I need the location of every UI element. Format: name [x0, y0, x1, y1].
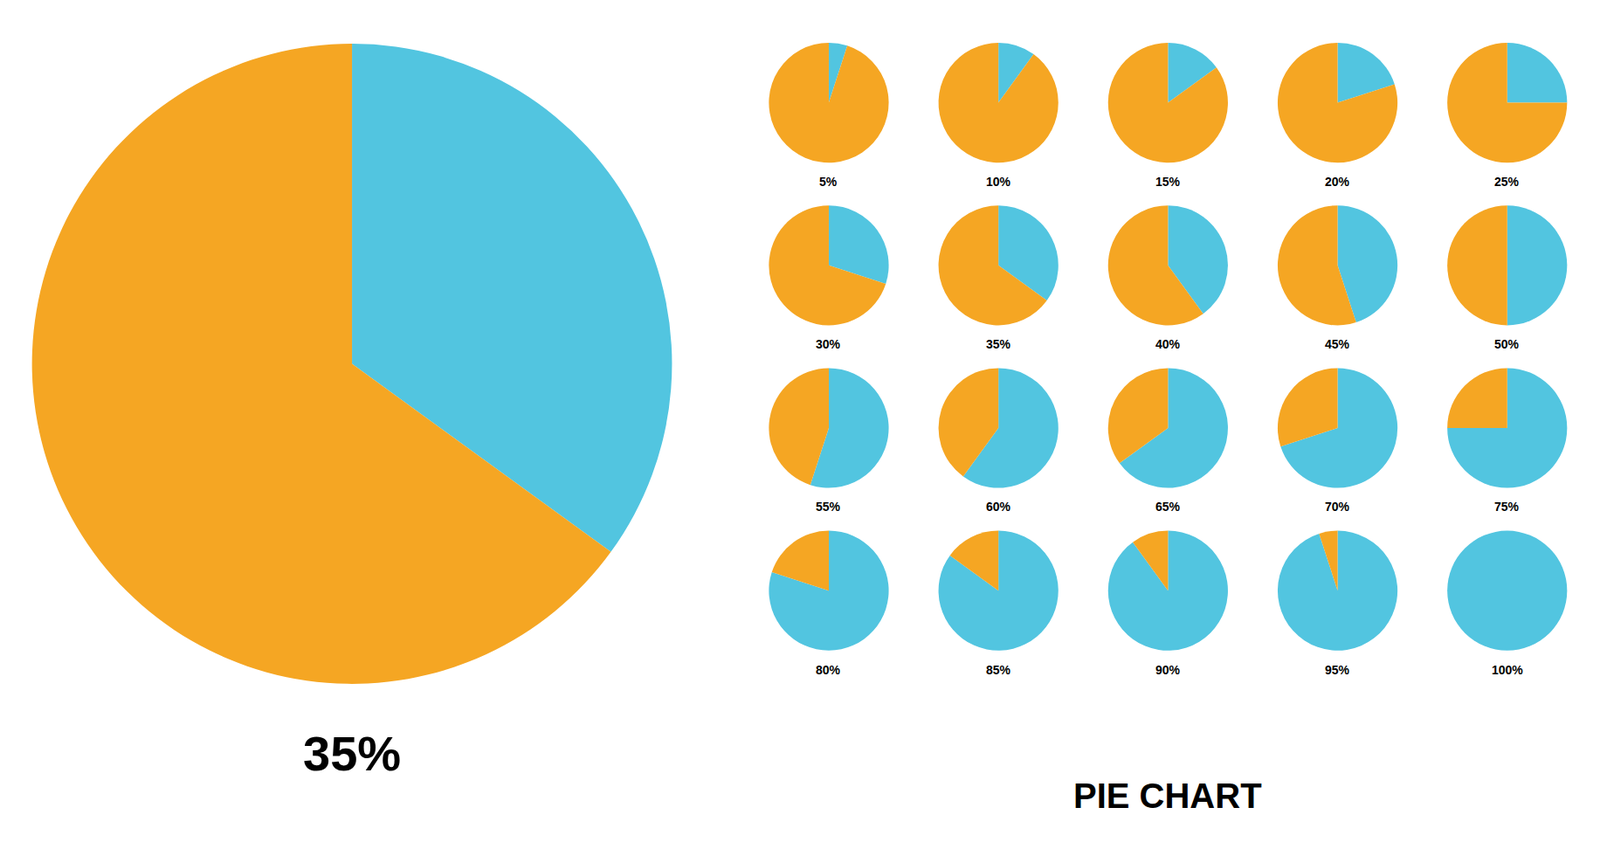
- svg-text:PIE CHART: PIE CHART: [1073, 776, 1263, 815]
- svg-text:25%: 25%: [1494, 174, 1520, 189]
- svg-text:90%: 90%: [1155, 662, 1181, 677]
- svg-text:65%: 65%: [1155, 499, 1181, 514]
- svg-text:45%: 45%: [1324, 337, 1351, 352]
- svg-text:10%: 10%: [986, 174, 1012, 189]
- svg-text:35%: 35%: [986, 337, 1012, 352]
- svg-text:30%: 30%: [815, 337, 842, 352]
- svg-text:100%: 100%: [1491, 662, 1524, 677]
- svg-text:60%: 60%: [986, 499, 1012, 514]
- svg-text:55%: 55%: [815, 499, 842, 514]
- svg-text:15%: 15%: [1155, 174, 1181, 189]
- svg-text:85%: 85%: [986, 662, 1012, 677]
- svg-text:80%: 80%: [815, 662, 842, 677]
- svg-text:20%: 20%: [1324, 174, 1351, 189]
- svg-text:35%: 35%: [303, 725, 401, 781]
- svg-text:5%: 5%: [819, 174, 838, 189]
- svg-text:70%: 70%: [1324, 499, 1351, 514]
- svg-text:95%: 95%: [1324, 662, 1351, 677]
- svg-text:50%: 50%: [1494, 337, 1520, 352]
- svg-text:75%: 75%: [1494, 499, 1520, 514]
- svg-text:40%: 40%: [1155, 337, 1181, 352]
